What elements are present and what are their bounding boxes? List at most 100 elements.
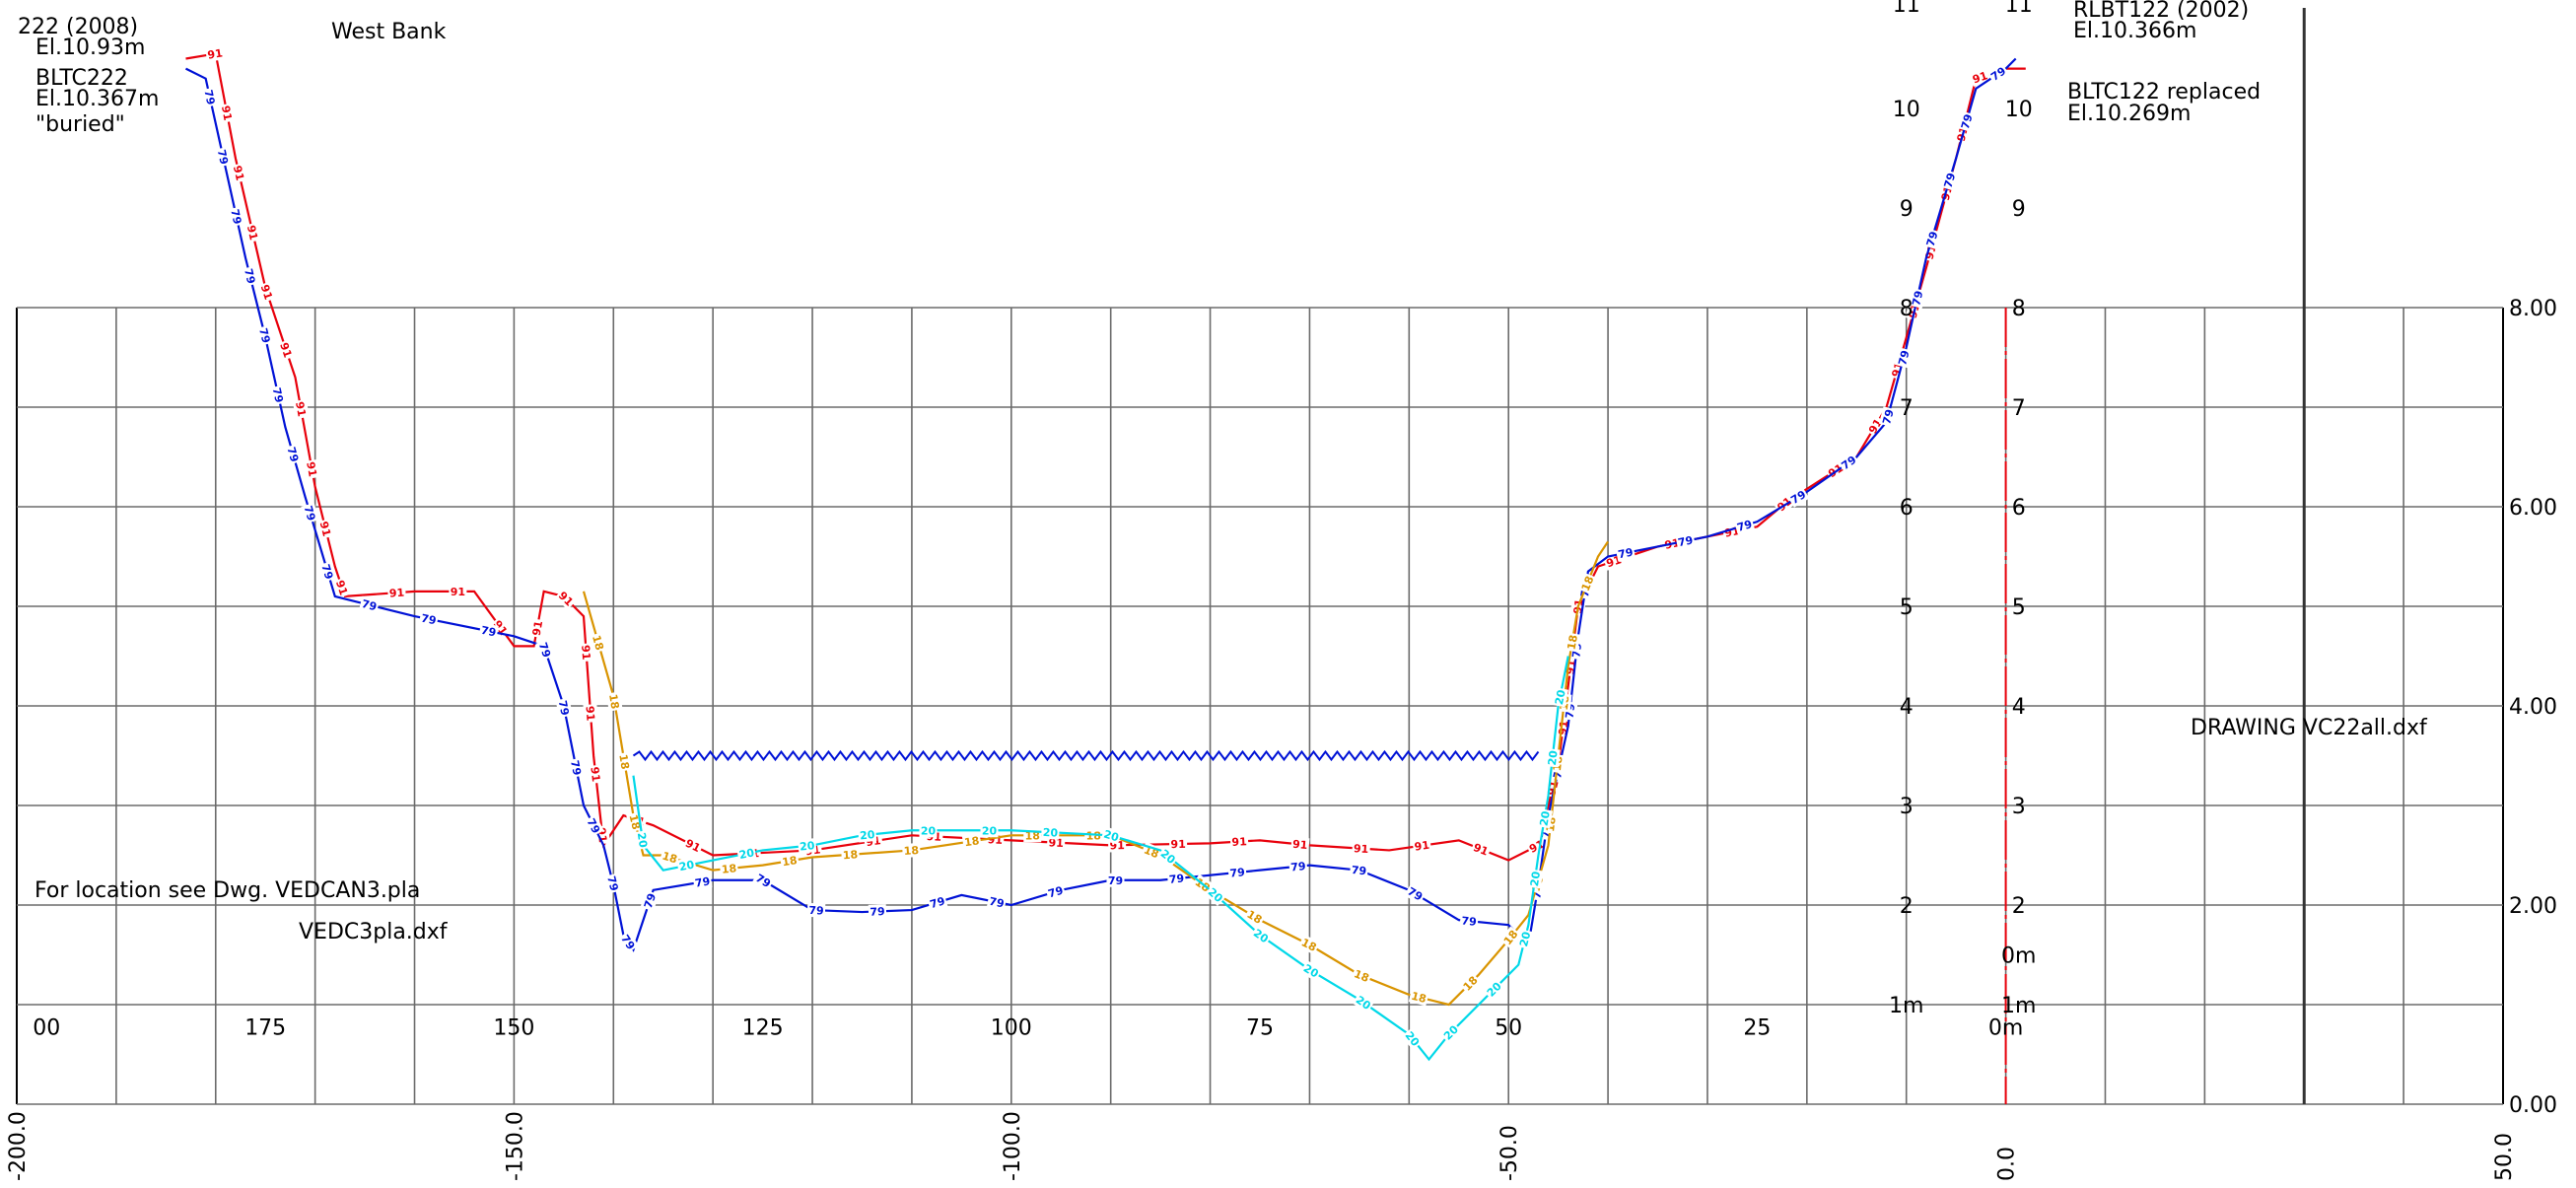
series-marker-gap [681,835,705,856]
series-marker-91: 91 [1414,839,1430,854]
series-marker-20: 20 [982,824,998,837]
series-marker-gap [386,585,406,600]
y-tick-label: 2.00 [2509,894,2557,919]
chainage-label: 75 [1246,1015,1274,1040]
staff-right-label: 6 [2012,496,2026,521]
series-marker-gap [1536,808,1554,829]
series-marker-91: 91 [1292,838,1309,852]
series-marker-18: 18 [1142,843,1160,861]
staff-right-label: 4 [2012,695,2026,720]
series-marker-gap [1408,988,1429,1007]
staff-left-label: 6 [1900,496,1914,521]
series-marker-79: 79 [270,386,286,404]
series-marker-79: 79 [284,446,301,463]
annotation-dxf-file: VEDC3pla.dxf [299,920,449,944]
series-marker-79: 79 [808,904,824,918]
series-marker-91: 91 [451,586,465,598]
series-marker-gap [1041,824,1060,840]
annotation-benchmark-222: 222 (2008) [18,15,138,39]
series-marker-gap [1459,913,1479,930]
annotation-elevation-10366: El.10.366m [2073,19,2196,43]
series-marker-79: 79 [694,874,711,889]
series-marker-gap [1351,965,1373,986]
series-marker-79: 79 [1959,112,1976,130]
series-marker-91: 91 [388,587,404,600]
series-marker-91: 91 [244,224,260,242]
staff-left-label: 7 [1900,396,1914,421]
series-marker-79: 79 [1229,866,1246,879]
series-marker-20: 20 [800,839,816,853]
staff-right-label: 3 [2012,795,2026,819]
series-marker-gap [201,87,219,107]
series-marker-18: 18 [1579,574,1597,593]
annotation-elevation-10367: El.10.367m [35,87,159,111]
series-marker-20: 20 [1301,962,1321,981]
annotation-elevation-1093: El.10.93m [35,35,145,60]
series-marker-gap [489,616,512,639]
series-marker-gap [1166,871,1187,886]
series-marker-gap [779,852,800,870]
series-marker-91: 91 [1471,841,1490,859]
series-marker-gap [1483,978,1505,1001]
series-marker-91: 91 [304,460,319,477]
series-marker-79: 79 [753,872,773,890]
series-marker-79: 79 [242,267,257,285]
staff-right-label: 8 [2012,297,2026,321]
series-marker-91: 91 [588,766,602,783]
series-marker-91: 91 [584,706,597,722]
staff-right-label: 9 [2012,197,2026,222]
series-marker-gap [919,823,938,838]
series-marker-79: 79 [228,208,244,226]
series-marker-gap [1878,406,1898,428]
series-marker-gap [1349,862,1369,878]
series-marker-gap [318,561,337,583]
series-marker-gap [584,814,604,837]
series-marker-gap [1551,687,1569,708]
series-marker-91: 91 [231,165,246,182]
chainage-label: 175 [244,1015,286,1040]
series-marker-91: 91 [683,837,703,855]
series-marker-91: 91 [579,645,592,661]
series-marker-gap [1615,544,1636,562]
series-marker-79: 79 [585,816,602,836]
series-marker-79: 79 [642,891,659,910]
series-marker-79: 79 [1168,872,1185,885]
staff-left-label: 4 [1900,695,1914,720]
series-marker-gap [1297,934,1321,955]
series-marker-gap [284,444,303,465]
series-marker-gap [241,265,259,287]
series-marker-18: 18 [1086,829,1101,842]
series-marker-gap [227,206,245,228]
series-marker-18: 18 [661,850,678,867]
series-marker-20: 20 [1517,930,1533,947]
series-marker-gap [1169,836,1188,852]
x-tick-label: -50.0 [1497,1125,1522,1181]
series-marker-gap [1458,972,1482,995]
series-marker-gap [230,163,248,183]
series-marker-79: 79 [1047,884,1065,901]
series-marker-18: 18 [721,862,737,875]
series-marker-gap [1544,748,1561,768]
staff-right-label: 5 [2012,595,2026,620]
y-tick-label: 6.00 [2509,496,2557,521]
series-marker-gap [1243,906,1267,928]
series-marker-gap [303,458,320,480]
series-marker-79: 79 [1735,518,1753,534]
series-line-79 [185,57,2017,952]
series-marker-91: 91 [317,521,333,538]
x-tick-label: -200.0 [6,1111,31,1181]
series-marker-gap [1204,883,1227,907]
series-marker-91: 91 [258,283,275,302]
series-marker-91: 91 [207,46,224,61]
series-marker-20: 20 [678,858,696,874]
series-marker-79: 79 [536,641,553,660]
series-marker-18: 18 [606,693,621,710]
annotation-drawing-name: DRAWING VC22all.dxf [2191,716,2428,740]
annotation-west-bank: West Bank [331,20,447,44]
series-marker-18: 18 [1410,990,1427,1006]
chainage-label: 25 [1743,1015,1771,1040]
series-marker-gap [1922,228,1941,249]
series-marker-18: 18 [842,848,858,862]
staff-left-label: 11 [1893,0,1920,18]
series-marker-gap [692,874,713,890]
